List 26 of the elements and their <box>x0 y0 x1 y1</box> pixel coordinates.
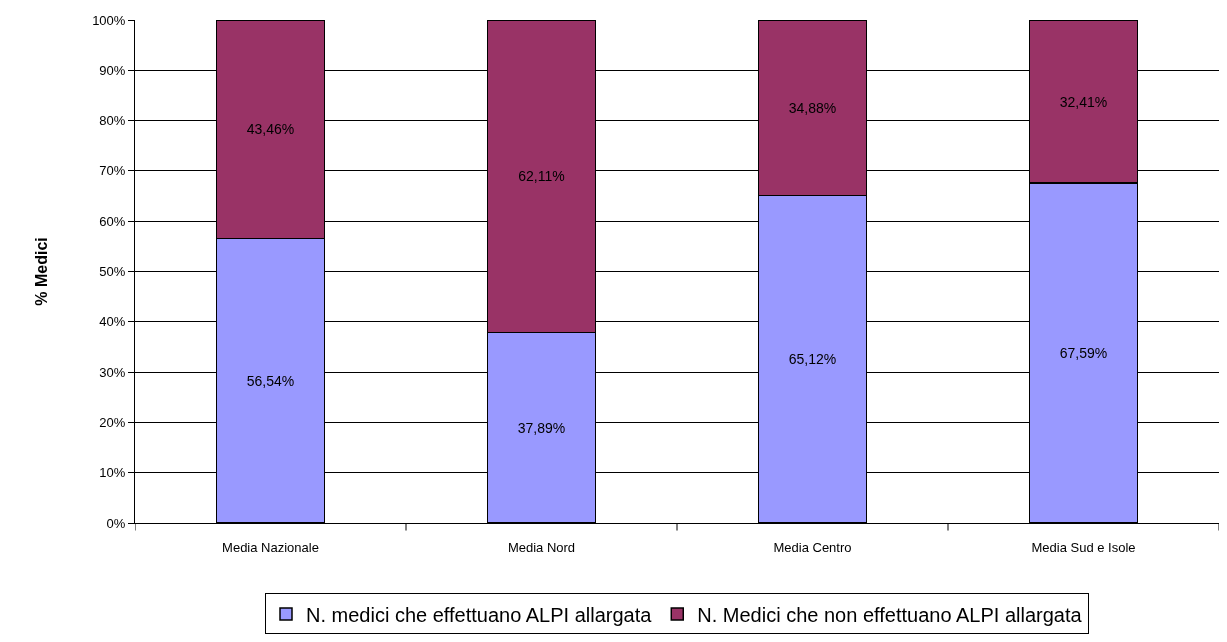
y-tick-label: 70% <box>99 163 126 179</box>
y-axis-title: % Medici <box>33 237 51 306</box>
x-tick-label: Media Nord <box>507 539 576 555</box>
y-tick-label: 0% <box>106 515 126 531</box>
legend-label: N. Medici che non effettuano ALPI allargata <box>697 603 1083 626</box>
x-tick-label: Media Centro <box>773 539 852 555</box>
y-tick-label: 80% <box>99 113 126 129</box>
y-tick-label: 10% <box>99 465 126 481</box>
data-label: 32,41% <box>1059 93 1108 110</box>
data-label: 65,12% <box>788 351 837 368</box>
data-label: 37,89% <box>517 419 566 436</box>
y-tick-label: 90% <box>99 62 126 78</box>
y-tick-label: 20% <box>99 414 126 430</box>
y-tick-label: 30% <box>99 364 126 380</box>
data-label: 43,46% <box>246 121 295 138</box>
legend-label: N. medici che effettuano ALPI allargata <box>306 603 653 626</box>
y-tick-label: 100% <box>92 12 126 28</box>
data-label: 67,59% <box>1059 345 1108 362</box>
y-tick-label: 40% <box>99 314 126 330</box>
x-tick-label: Media Nazionale <box>222 539 319 555</box>
data-label: 56,54% <box>246 372 295 389</box>
y-tick-label: 50% <box>99 264 126 280</box>
y-tick-label: 60% <box>99 213 126 229</box>
data-label: 62,11% <box>518 168 565 185</box>
x-tick-label: Media Sud e Isole <box>1031 539 1136 555</box>
data-label: 34,88% <box>788 99 837 116</box>
